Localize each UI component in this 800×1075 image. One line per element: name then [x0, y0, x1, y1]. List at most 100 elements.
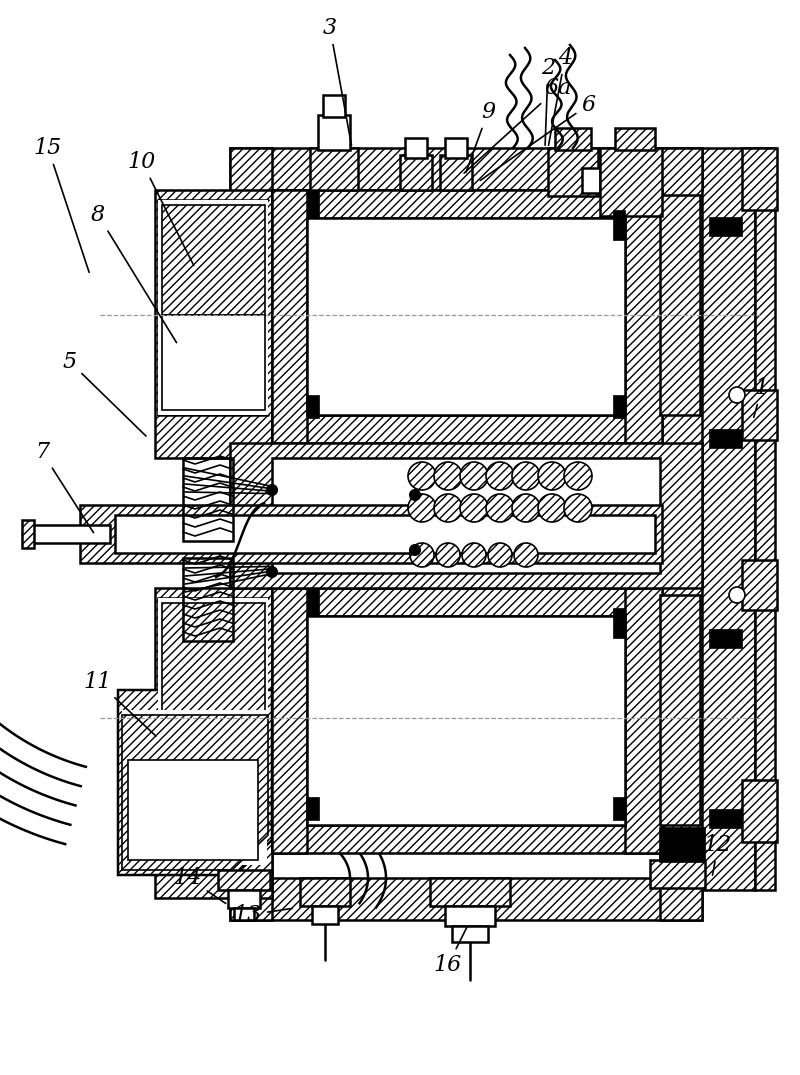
Bar	[122, 710, 267, 865]
Circle shape	[410, 543, 434, 567]
Bar	[22, 520, 34, 548]
Bar	[183, 558, 233, 641]
Bar	[582, 168, 600, 193]
Bar	[650, 860, 705, 888]
Bar	[230, 148, 702, 190]
Bar	[445, 906, 495, 926]
Circle shape	[564, 462, 592, 490]
Bar	[613, 797, 625, 820]
Circle shape	[410, 545, 420, 555]
Bar	[234, 908, 254, 920]
Text: 3: 3	[323, 17, 351, 145]
Bar	[230, 878, 702, 920]
Bar	[555, 128, 591, 151]
Bar	[445, 138, 467, 158]
Circle shape	[514, 543, 538, 567]
Circle shape	[729, 587, 745, 603]
Bar	[440, 155, 472, 190]
Bar	[710, 630, 742, 648]
Bar	[312, 906, 338, 924]
Text: 7: 7	[35, 441, 94, 532]
Bar	[400, 155, 432, 190]
Bar	[710, 430, 742, 448]
Bar	[742, 148, 777, 210]
Bar	[660, 148, 702, 920]
Bar	[613, 395, 625, 418]
Bar	[307, 190, 319, 218]
Polygon shape	[162, 603, 265, 718]
Circle shape	[512, 494, 540, 522]
Circle shape	[408, 462, 436, 490]
Circle shape	[410, 490, 420, 500]
Polygon shape	[118, 690, 272, 875]
Text: 11: 11	[84, 671, 156, 736]
Text: 12: 12	[704, 834, 732, 875]
Bar	[710, 218, 742, 236]
Bar	[80, 505, 662, 563]
Bar	[218, 870, 270, 890]
Text: 5: 5	[63, 352, 146, 436]
Text: 8: 8	[91, 204, 177, 343]
Circle shape	[486, 494, 514, 522]
Circle shape	[408, 494, 436, 522]
Bar	[660, 828, 705, 862]
Bar	[310, 148, 358, 190]
Bar	[700, 148, 755, 890]
Bar	[307, 395, 319, 418]
Text: 10: 10	[128, 151, 194, 266]
Bar	[115, 515, 655, 553]
Circle shape	[460, 494, 488, 522]
Polygon shape	[158, 200, 268, 415]
Text: 1: 1	[754, 377, 769, 417]
Polygon shape	[122, 715, 268, 870]
Circle shape	[462, 543, 486, 567]
Bar	[155, 190, 272, 458]
Circle shape	[538, 494, 566, 522]
Circle shape	[729, 387, 745, 403]
Bar	[272, 825, 662, 852]
Bar	[600, 148, 662, 216]
Bar	[307, 797, 319, 820]
Polygon shape	[158, 598, 268, 830]
Polygon shape	[162, 718, 265, 825]
Bar	[430, 878, 510, 906]
Bar	[742, 560, 777, 610]
Polygon shape	[162, 315, 265, 410]
Polygon shape	[660, 195, 700, 415]
Bar	[613, 608, 625, 637]
Bar	[272, 588, 307, 852]
Circle shape	[434, 462, 462, 490]
Bar	[742, 390, 777, 440]
Text: 9: 9	[466, 101, 495, 172]
Circle shape	[267, 485, 277, 494]
Bar	[228, 890, 260, 908]
Text: 13: 13	[234, 904, 292, 926]
Bar	[452, 926, 488, 942]
Text: 2: 2	[541, 57, 555, 145]
Bar	[323, 95, 345, 117]
Bar	[742, 780, 777, 842]
Circle shape	[488, 543, 512, 567]
Bar	[272, 190, 662, 218]
Bar	[307, 588, 319, 616]
Circle shape	[434, 494, 462, 522]
Bar	[230, 443, 702, 588]
Circle shape	[436, 543, 460, 567]
Bar	[307, 218, 625, 415]
Bar	[307, 616, 625, 825]
Circle shape	[267, 567, 277, 577]
Circle shape	[512, 462, 540, 490]
Circle shape	[538, 462, 566, 490]
Bar	[230, 148, 272, 920]
Bar	[625, 190, 662, 443]
Text: 15: 15	[34, 137, 89, 272]
Circle shape	[460, 462, 488, 490]
Text: 14: 14	[174, 868, 226, 903]
Bar	[613, 210, 625, 240]
Bar	[128, 760, 258, 860]
Bar	[300, 878, 350, 906]
Bar	[615, 128, 655, 151]
Text: 6a: 6a	[464, 77, 572, 173]
Bar	[318, 115, 350, 150]
Bar	[272, 588, 662, 616]
